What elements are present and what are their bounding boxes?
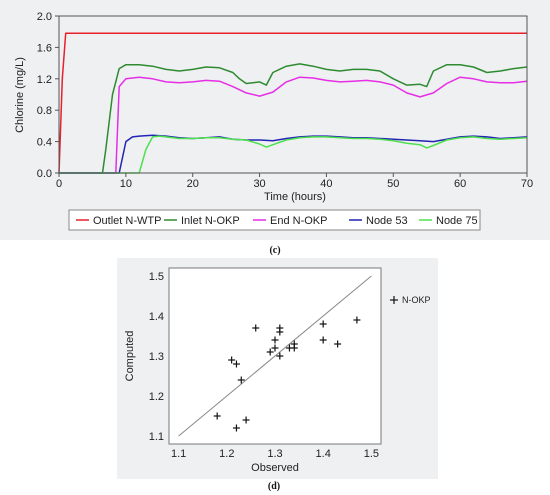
series-line-node-75 [59, 135, 528, 174]
c-y-tick-label: 2.0 [37, 11, 52, 23]
c-x-tick-label: 10 [120, 178, 132, 190]
scatter-point [319, 320, 327, 328]
chart-panel-d: 1.1 1.2 1.3 1.4 1.5 1.1 1.2 1.3 1.4 1.5 Observed … [117, 258, 438, 479]
c-x-tick-label: 40 [320, 178, 332, 190]
c-plot-frame [58, 15, 528, 174]
d-y-axis-label: Computed [124, 331, 136, 382]
c-y-axis-label: Chlorine (mg/L) [14, 57, 26, 133]
scatter-point [242, 416, 250, 424]
legend-label: Inlet N-OKP [181, 215, 240, 227]
c-y-tick-label: 0.8 [37, 105, 52, 117]
d-x-tick-label: 1.5 [364, 448, 379, 460]
caption-d: (d) [267, 481, 281, 492]
series-line-inlet-n-okp [59, 63, 528, 174]
legend-label: Node 75 [436, 215, 478, 227]
series-line-end-n-okp [59, 76, 528, 174]
series-line-outlet-n-wtp [58, 32, 527, 174]
d-legend: N-OKP [390, 295, 431, 305]
c-y-tick-label: 0.4 [37, 137, 52, 149]
c-legend-box [68, 209, 481, 231]
d-y-tick-label: 1.2 [149, 391, 164, 403]
c-x-tick-label: 20 [187, 178, 199, 190]
c-y-tick-label: 1.6 [37, 42, 52, 54]
legend-item-node-53: Node 53 [349, 215, 408, 227]
d-y-tick-label: 1.5 [149, 271, 164, 283]
scatter-point [232, 360, 240, 368]
legend-label: End N-OKP [270, 215, 327, 227]
time-series-chart: 0 10 20 30 40 50 60 70 0.0 0.4 0.8 1.2 1.6 2.0 Time (… [14, 11, 533, 231]
chart-panel-c: 0 10 20 30 40 50 60 70 0.0 0.4 0.8 1.2 1.6 2.0 Time (… [0, 0, 550, 240]
legend-marker [390, 296, 398, 304]
d-x-tick-label: 1.2 [219, 448, 234, 460]
legend-label: N-OKP [402, 295, 431, 305]
c-x-tick-label: 0 [56, 178, 62, 190]
c-x-tick-label: 30 [253, 178, 265, 190]
c-x-tick-label: 60 [454, 178, 466, 190]
scatter-point [276, 352, 284, 360]
scatter-point [353, 316, 361, 324]
d-y-tick-label: 1.1 [149, 431, 164, 443]
c-x-axis-label: Time (hours) [264, 191, 326, 203]
legend-item-end-n-okp: End N-OKP [253, 215, 327, 227]
scatter-point [252, 324, 260, 332]
series-line-node-53 [59, 134, 528, 174]
scatter-point [319, 336, 327, 344]
legend-item-inlet-n-okp: Inlet N-OKP [164, 215, 240, 227]
d-x-tick-label: 1.4 [316, 448, 331, 460]
caption-c: (c) [269, 245, 281, 256]
d-x-axis-label: Observed [251, 462, 299, 474]
scatter-point [237, 376, 245, 384]
d-y-tick-label: 1.4 [149, 311, 164, 323]
legend-label: Node 53 [366, 215, 408, 227]
c-legend: Outlet N-WTP Inlet N-OKP End N-OKP Node 53 N… [68, 209, 481, 231]
legend-item-node-75: Node 75 [419, 215, 478, 227]
scatter-point [334, 340, 342, 348]
scatter-point [228, 356, 236, 364]
c-x-tick-label: 50 [387, 178, 399, 190]
one-to-one-line [178, 275, 372, 437]
scatter-point [266, 348, 274, 356]
scatter-point [290, 344, 298, 352]
d-y-tick-label: 1.3 [149, 351, 164, 363]
scatter-point [213, 412, 221, 420]
c-y-tick-label: 1.2 [37, 74, 52, 86]
d-x-tick-label: 1.3 [267, 448, 282, 460]
c-x-tick-label: 70 [521, 178, 533, 190]
legend-label: Outlet N-WTP [93, 215, 161, 227]
c-y-tick-label: 0.0 [37, 168, 52, 180]
scatter-chart: 1.1 1.2 1.3 1.4 1.51.11.21.31.41.5 Observed … [124, 267, 431, 474]
legend-item-outlet-n-wtp: Outlet N-WTP [76, 215, 161, 227]
scatter-point [271, 336, 279, 344]
scatter-point [276, 328, 284, 336]
scatter-point [232, 424, 240, 432]
scatter-point [271, 344, 279, 352]
d-x-tick-label: 1.1 [171, 448, 186, 460]
